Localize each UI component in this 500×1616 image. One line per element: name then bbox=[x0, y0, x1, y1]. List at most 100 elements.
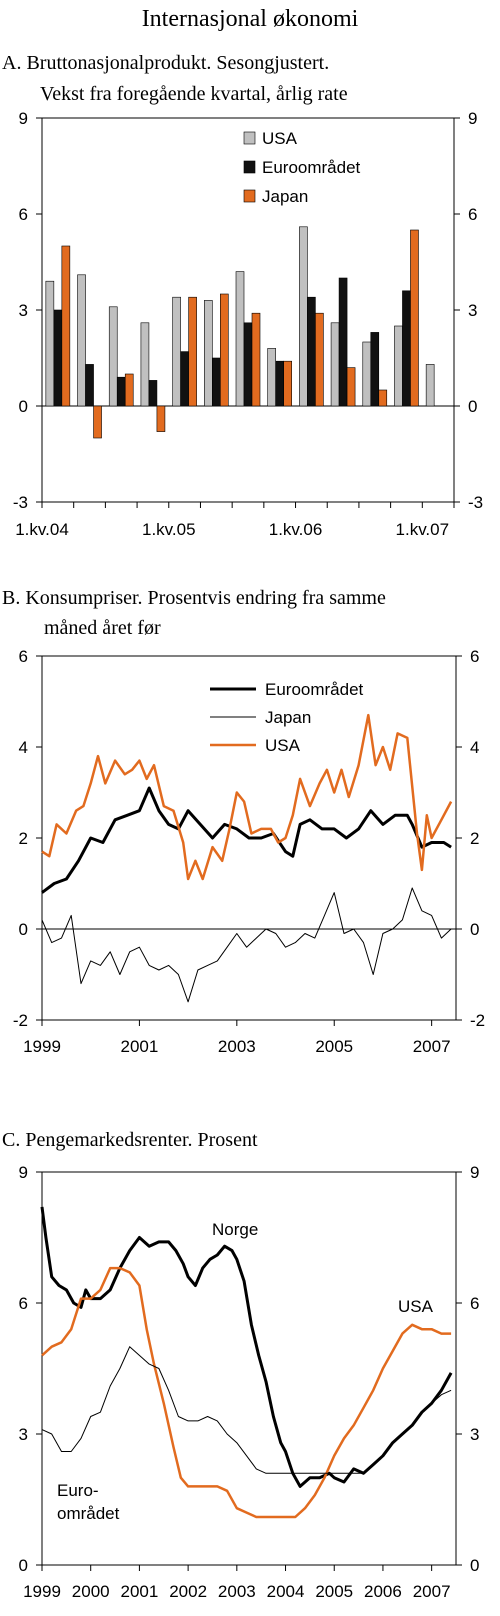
a-legend-swatch bbox=[243, 160, 256, 174]
page-title: Internasjonal økonomi bbox=[142, 6, 359, 32]
b-ytick-label-right: 0 bbox=[470, 920, 479, 939]
a-xtick-label: 1.kv.04 bbox=[15, 520, 69, 539]
c-xtick-label: 2003 bbox=[218, 1582, 256, 1601]
b-xtick-label: 2007 bbox=[413, 1037, 451, 1056]
c-ytick-label-right: 3 bbox=[470, 1425, 479, 1444]
a-bar-usa bbox=[267, 348, 276, 407]
panel-b: B. Konsumpriser. Prosentvis endring fra … bbox=[2, 587, 485, 1056]
c-line-euroområdet bbox=[41, 1346, 452, 1474]
a-bar-euroområdet bbox=[85, 364, 94, 407]
a-bar-usa bbox=[330, 322, 340, 407]
a-ytick-label-left: 3 bbox=[19, 301, 28, 320]
a-bar-usa bbox=[108, 306, 118, 407]
a-legend-label: Euroområdet bbox=[262, 158, 361, 177]
c-ytick-label-left: 6 bbox=[19, 1294, 28, 1313]
a-bar-japan bbox=[188, 296, 197, 407]
a-bar-usa bbox=[362, 341, 372, 407]
b-xtick-label: 2001 bbox=[120, 1037, 158, 1056]
a-bar-usa bbox=[45, 280, 55, 407]
panel-c: C. Pengemarkedsrenter. Prosent 0 0 3 3 6 6 9 9 1… bbox=[2, 1129, 479, 1601]
a-ytick-label-right: 9 bbox=[468, 109, 477, 128]
annotation-euro-line2: området bbox=[57, 1504, 120, 1523]
a-bar-euroområdet bbox=[402, 290, 411, 407]
annotation-euro-line1: Euro- bbox=[57, 1481, 99, 1500]
a-bar-japan bbox=[251, 312, 261, 407]
a-ytick-label-right: 6 bbox=[468, 205, 477, 224]
b-line-usa bbox=[41, 713, 453, 881]
a-bar-usa bbox=[235, 271, 245, 407]
a-bar-usa bbox=[77, 274, 86, 407]
a-bar-usa bbox=[140, 322, 150, 407]
b-ytick-label-right: 4 bbox=[470, 738, 479, 757]
b-line-japan bbox=[41, 887, 452, 1003]
annotation-norge: Norge bbox=[212, 1220, 258, 1239]
a-ytick-label-left: 9 bbox=[19, 109, 28, 128]
c-frame bbox=[41, 1171, 457, 1566]
b-xtick-label: 1999 bbox=[23, 1037, 61, 1056]
a-bar-euroområdet bbox=[275, 360, 284, 407]
b-xtick-label: 2005 bbox=[315, 1037, 353, 1056]
a-ytick-label-right: -3 bbox=[468, 493, 483, 512]
c-xtick-label: 2000 bbox=[72, 1582, 110, 1601]
c-xtick-label: 2007 bbox=[413, 1582, 451, 1601]
panel-a-title: A. Bruttonasjonalprodukt. Sesongjustert. bbox=[2, 52, 329, 74]
c-line-usa bbox=[41, 1266, 452, 1519]
a-xtick-label: 1.kv.05 bbox=[142, 520, 196, 539]
a-bar-japan bbox=[61, 245, 71, 407]
a-bar-euroområdet bbox=[338, 277, 348, 407]
a-bar-euroområdet bbox=[116, 376, 126, 407]
a-legend-swatch bbox=[243, 189, 256, 203]
a-legend-label: USA bbox=[262, 129, 298, 148]
a-bar-usa bbox=[172, 296, 181, 407]
b-ytick-label-right: 6 bbox=[470, 647, 479, 666]
a-xtick-label: 1.kv.07 bbox=[396, 520, 450, 539]
a-ytick-label-right: 3 bbox=[468, 301, 477, 320]
a-ytick-label-right: 0 bbox=[468, 397, 477, 416]
a-ytick-label-left: -3 bbox=[13, 493, 28, 512]
a-bar-japan bbox=[220, 293, 229, 407]
a-bar-japan bbox=[410, 229, 419, 407]
a-bar-japan bbox=[124, 373, 134, 407]
c-xtick-label: 2005 bbox=[315, 1582, 353, 1601]
a-bar-usa bbox=[394, 325, 403, 407]
plot-area-b: -2 -2 0 0 2 2 4 4 6 6 1999 2001 2003 2005 2007 Euroområ… bbox=[13, 647, 485, 1056]
b-ytick-label-left: 2 bbox=[19, 829, 28, 848]
b-xtick-label: 2003 bbox=[218, 1037, 256, 1056]
plot-area-a: -3 -3 0 0 3 3 6 6 9 9 1.kv.04 1.kv.05 1.kv.06 1.kv.07… bbox=[13, 109, 483, 539]
panel-c-title: C. Pengemarkedsrenter. Prosent bbox=[2, 1129, 258, 1151]
b-ytick-label-right: 2 bbox=[470, 829, 479, 848]
a-bar-euroområdet bbox=[148, 380, 158, 407]
a-bar-euroområdet bbox=[212, 357, 221, 407]
a-bar-japan bbox=[93, 405, 102, 439]
a-bar-usa bbox=[299, 226, 308, 407]
c-ytick-label-left: 3 bbox=[19, 1425, 28, 1444]
c-ytick-label-left: 0 bbox=[19, 1556, 28, 1575]
a-bar-euroområdet bbox=[370, 332, 380, 407]
panel-a-subtitle: Vekst fra foregående kvartal, årlig rate bbox=[40, 83, 348, 105]
a-ytick-label-left: 6 bbox=[19, 205, 28, 224]
panel-a: A. Bruttonasjonalprodukt. Sesongjustert.… bbox=[2, 52, 483, 539]
c-ytick-label-right: 6 bbox=[470, 1294, 479, 1313]
b-ytick-label-left: 6 bbox=[19, 647, 28, 666]
c-ytick-label-left: 9 bbox=[19, 1163, 28, 1182]
a-bar-usa bbox=[425, 364, 435, 407]
panel-b-subtitle: måned året før bbox=[44, 617, 161, 639]
c-xtick-label: 2001 bbox=[120, 1582, 158, 1601]
b-legend-label: Japan bbox=[265, 708, 311, 727]
b-ytick-label-left: 0 bbox=[19, 920, 28, 939]
a-bar-euroområdet bbox=[53, 309, 63, 407]
c-xtick-label: 2002 bbox=[169, 1582, 207, 1601]
plot-area-c: 0 0 3 3 6 6 9 9 1999 2000 2001 2002 2003 2004 2005 2006… bbox=[19, 1163, 480, 1601]
c-ytick-label-right: 0 bbox=[470, 1556, 479, 1575]
b-legend-label: USA bbox=[265, 736, 301, 755]
b-line-euroområdet bbox=[41, 786, 452, 894]
c-xtick-label: 2006 bbox=[364, 1582, 402, 1601]
a-bar-usa bbox=[204, 300, 213, 407]
c-xtick-label: 2004 bbox=[267, 1582, 305, 1601]
a-legend-swatch bbox=[243, 131, 256, 145]
c-line-norge bbox=[40, 1206, 453, 1488]
b-legend-label: Euroområdet bbox=[265, 680, 364, 699]
a-ytick-label-left: 0 bbox=[19, 397, 28, 416]
c-ytick-label-right: 9 bbox=[470, 1163, 479, 1182]
